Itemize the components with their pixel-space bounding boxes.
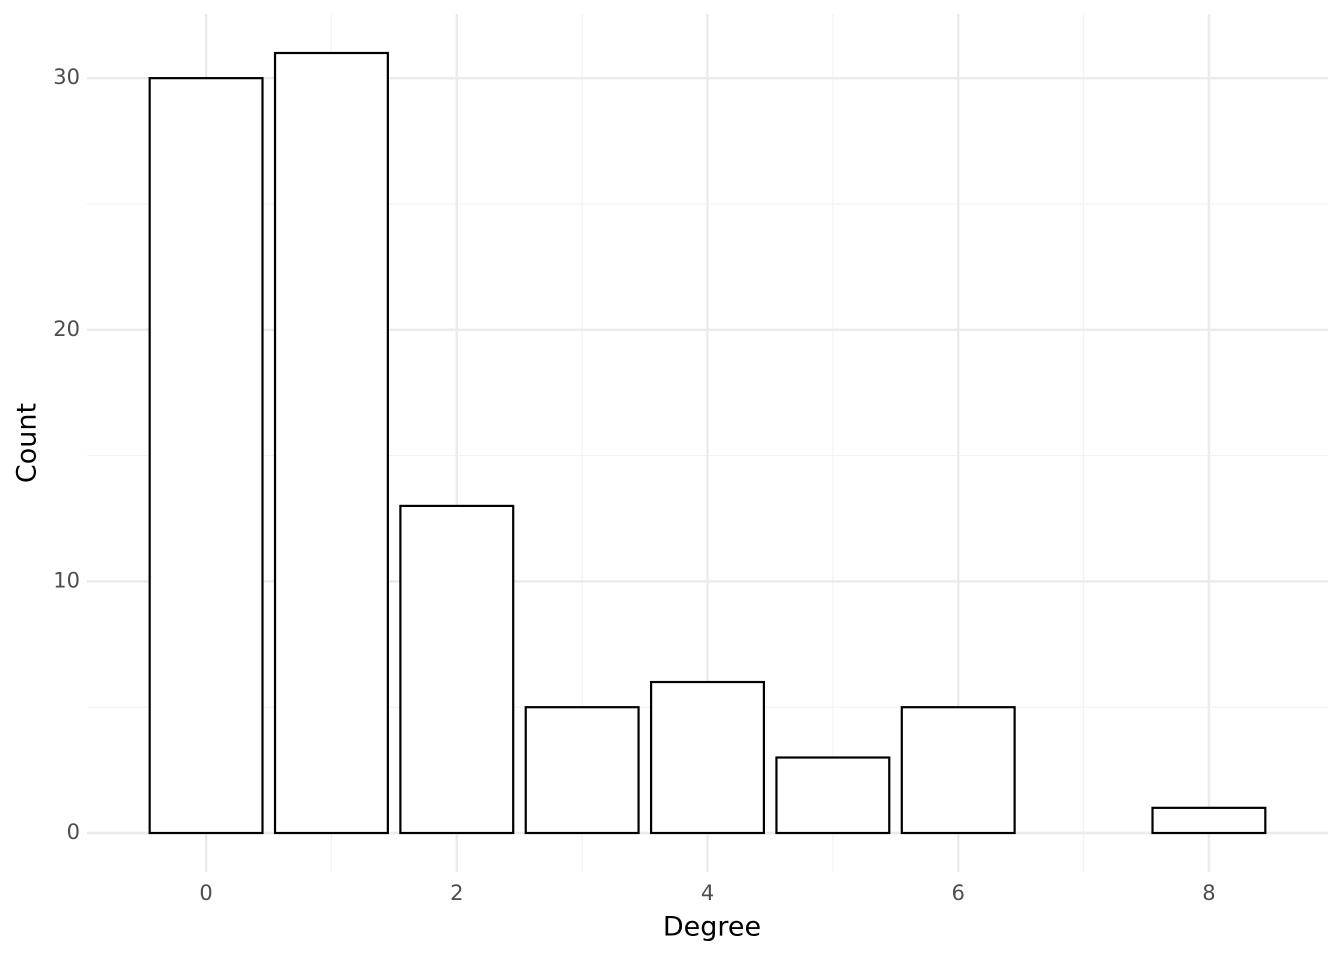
bar <box>900 706 1016 835</box>
y-tick-label: 10 <box>53 568 80 592</box>
x-tick-label: 0 <box>199 881 212 905</box>
bar <box>649 680 766 835</box>
bar <box>273 51 389 835</box>
y-axis-title: Count <box>12 403 43 483</box>
y-tick-label: 0 <box>67 820 80 844</box>
y-tick-label: 20 <box>53 317 80 341</box>
bar <box>148 77 264 835</box>
x-tick-label: 8 <box>1202 881 1215 905</box>
bar <box>524 706 640 835</box>
x-axis-title: Degree <box>663 912 761 943</box>
x-tick-label: 6 <box>952 881 965 905</box>
x-tick-label: 2 <box>450 881 463 905</box>
x-tick-label: 4 <box>701 881 714 905</box>
bar <box>775 756 891 835</box>
bar <box>399 504 515 835</box>
bar <box>1151 806 1267 835</box>
y-tick-label: 30 <box>53 65 80 89</box>
